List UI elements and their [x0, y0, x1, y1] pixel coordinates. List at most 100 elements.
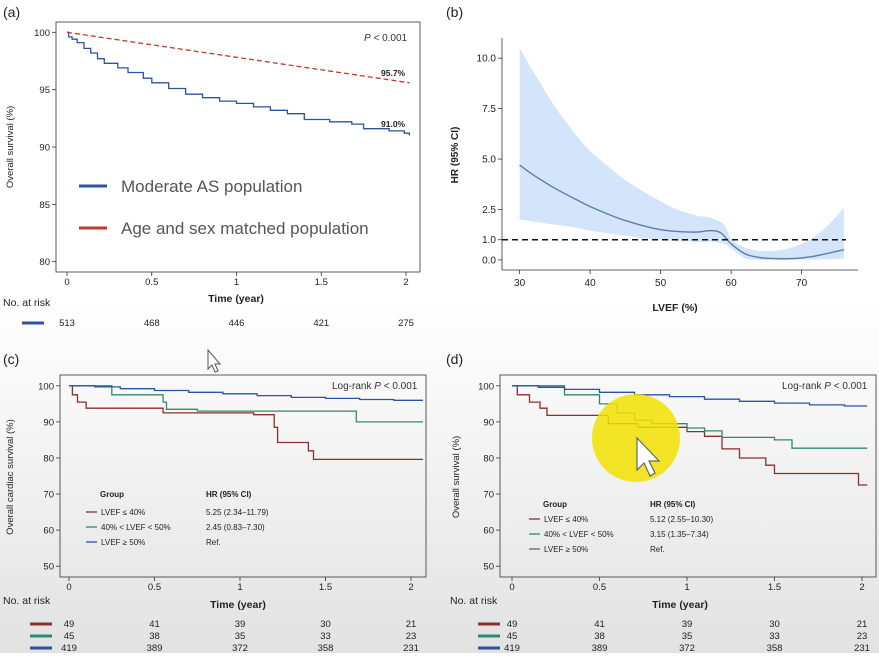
x-tick-label: 2 — [859, 582, 864, 593]
legend-group-label: LVEF ≤ 40% — [544, 515, 588, 524]
risk-count: 38 — [149, 631, 160, 642]
legend-hr-value: Ref. — [650, 545, 665, 554]
panel-d-legend-hr-header: HR (95% CI) — [650, 500, 696, 509]
risk-count: 231 — [403, 643, 419, 653]
survival-curve-3 — [69, 385, 423, 401]
panel-a-end-label-as: 91.0% — [381, 119, 406, 129]
panel-c-pvalue-suffix: < 0.001 — [381, 381, 418, 392]
y-tick-label: 0.0 — [482, 255, 496, 266]
y-tick-label: 70 — [483, 490, 494, 501]
risk-count: 35 — [235, 631, 246, 642]
panel-a-risk-title: No. at risk — [3, 297, 51, 309]
panel-b-xlabel: LVEF (%) — [652, 302, 697, 314]
survival-curve-2 — [66, 31, 410, 84]
risk-count: 372 — [232, 643, 248, 653]
risk-count: 49 — [64, 619, 75, 630]
x-tick-label: 1 — [237, 582, 242, 593]
panel-c-label: (c) — [3, 351, 19, 367]
legend-group-label: 40% < LVEF < 50% — [544, 530, 614, 539]
panel-a-pvalue: P < 0.001 — [364, 33, 408, 44]
panel-c-risk-title: No. at risk — [3, 595, 51, 607]
risk-count: 231 — [854, 643, 870, 653]
x-tick-label: 0.5 — [145, 277, 158, 288]
legend-group-label: LVEF ≥ 50% — [101, 538, 145, 547]
risk-count: 275 — [398, 318, 414, 329]
panel-d: (d) 0 0.5 1 1.5 2 50 60 70 80 90 100 Log-rank P < … — [446, 351, 877, 654]
legend-hr-value: Ref. — [206, 538, 221, 547]
x-tick-label: 0 — [66, 582, 71, 593]
x-tick-label: 2 — [403, 277, 408, 288]
risk-count: 419 — [61, 643, 77, 653]
legend-label-as: Moderate AS population — [121, 177, 302, 196]
panel-c-risk-table: 49 41 39 30 21 45 38 35 33 23 419 389 372 358 231 — [30, 619, 419, 654]
panel-a-label: (a) — [3, 4, 20, 20]
legend-hr-value: 5.25 (2.34–11.79) — [206, 508, 269, 517]
panel-a-pvalue-suffix: < 0.001 — [371, 33, 408, 44]
risk-count: 39 — [235, 619, 246, 630]
risk-count: 41 — [594, 619, 605, 630]
risk-count: 30 — [320, 619, 331, 630]
risk-count: 39 — [682, 619, 693, 630]
y-tick-label: 80 — [483, 453, 494, 464]
x-tick-label: 1.5 — [315, 277, 328, 288]
panel-a-curves — [66, 31, 411, 136]
risk-count: 372 — [679, 643, 695, 653]
legend-label-matched: Age and sex matched population — [121, 219, 369, 238]
mouse-pointer-icon — [207, 348, 222, 373]
hazard-ratio-curve — [519, 164, 845, 260]
y-tick-label: 100 — [478, 381, 494, 392]
risk-count: 30 — [769, 619, 780, 630]
y-tick-label: 1.0 — [482, 235, 496, 246]
survival-curve-2 — [512, 385, 868, 449]
risk-count: 21 — [406, 619, 417, 630]
y-tick-label: 2.5 — [482, 205, 496, 216]
x-tick-label: 1.5 — [319, 582, 332, 593]
panel-c-legend: LVEF ≤ 40% 5.25 (2.34–11.79) 40% < LVEF < … — [86, 508, 269, 547]
panel-c-legend-hr-header: HR (95% CI) — [206, 490, 252, 499]
large-mouse-pointer-icon — [636, 436, 661, 477]
risk-count: 419 — [504, 643, 520, 653]
panel-c-axis-ticks: 0 0.5 1 1.5 2 50 60 70 80 90 100 — [38, 381, 414, 593]
panel-c-pvalue-prefix-text: Log-rank — [332, 381, 374, 392]
survival-curve-2 — [69, 385, 423, 423]
confidence-band — [519, 48, 844, 261]
panel-d-axis-ticks: 0 0.5 1 1.5 2 50 60 70 80 90 100 — [478, 381, 865, 593]
panel-a-pvalue-prefix: P — [364, 33, 371, 44]
risk-count: 45 — [64, 631, 75, 642]
risk-count: 33 — [320, 631, 331, 642]
y-tick-label: 70 — [43, 490, 54, 501]
panel-b-axis-ticks: 30 40 50 60 70 0.0 1.0 2.5 5.0 7.5 10.0 — [477, 54, 808, 289]
panel-d-pvalue-suffix: < 0.001 — [831, 381, 868, 392]
x-tick-label: 0 — [64, 277, 69, 288]
panel-c-frame — [59, 374, 427, 578]
panel-d-legend-group-header: Group — [543, 500, 567, 509]
y-tick-label: 10.0 — [477, 54, 497, 65]
y-tick-label: 80 — [39, 257, 50, 268]
panel-a-end-label-matched: 95.7% — [381, 68, 406, 78]
y-tick-label: 95 — [39, 85, 50, 96]
panel-d-pvalue-p: P — [824, 381, 831, 392]
x-tick-label: 0.5 — [593, 582, 606, 593]
x-tick-label: 60 — [726, 278, 738, 289]
risk-count: 389 — [147, 643, 163, 653]
panel-d-legend: LVEF ≤ 40% 5.12 (2.55–10.30) 40% < LVEF < … — [529, 515, 713, 554]
risk-count: 23 — [857, 631, 868, 642]
x-tick-label: 2 — [408, 582, 413, 593]
panel-c-legend-group-header: Group — [100, 490, 124, 499]
panel-b-ylabel: HR (95% CI) — [450, 127, 461, 184]
panel-b: (b) 30 40 50 60 70 0.0 1.0 2.5 5.0 7.5 10.0 HR (95… — [446, 4, 858, 314]
risk-count: 45 — [507, 631, 518, 642]
risk-count: 468 — [144, 318, 160, 329]
x-tick-label: 1 — [684, 582, 689, 593]
survival-curve-1 — [69, 385, 423, 461]
x-tick-label: 70 — [796, 278, 808, 289]
x-tick-label: 40 — [585, 278, 597, 289]
risk-count: 23 — [406, 631, 417, 642]
risk-count: 513 — [59, 318, 75, 329]
x-tick-label: 0 — [509, 582, 514, 593]
panel-d-pvalue: Log-rank P < 0.001 — [782, 381, 868, 392]
risk-count: 446 — [229, 318, 245, 329]
y-tick-label: 90 — [39, 143, 50, 154]
panel-d-label: (d) — [446, 351, 463, 367]
